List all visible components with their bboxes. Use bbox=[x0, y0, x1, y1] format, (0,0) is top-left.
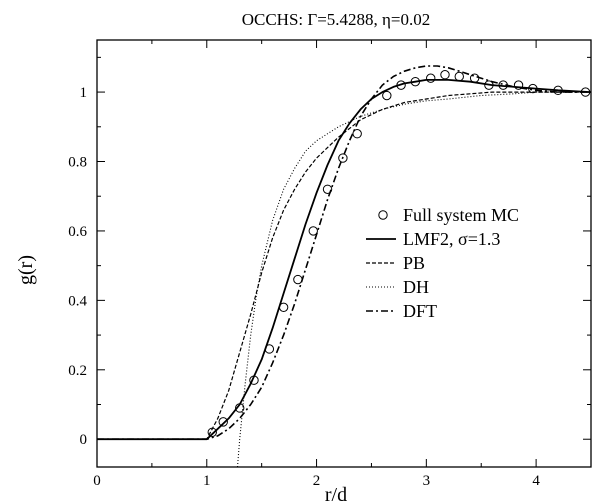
x-axis-label: r/d bbox=[325, 484, 347, 504]
x-tick-label: 3 bbox=[423, 473, 431, 489]
series-line-dotted bbox=[236, 91, 591, 467]
legend-marker-circle bbox=[378, 210, 388, 220]
legend-label: PB bbox=[403, 253, 425, 273]
mc-data-point bbox=[308, 226, 318, 236]
x-tick-label: 4 bbox=[532, 473, 540, 489]
series-line-dashed bbox=[97, 91, 591, 440]
plot-area bbox=[96, 39, 592, 468]
legend-label: DFT bbox=[403, 301, 437, 321]
y-tick-label: 1 bbox=[80, 85, 88, 101]
mc-data-point bbox=[322, 184, 333, 194]
y-tick-label: 0.2 bbox=[68, 363, 87, 379]
legend-label: Full system MC bbox=[403, 205, 519, 225]
x-tick-label: 0 bbox=[93, 473, 101, 489]
x-tick-label: 1 bbox=[203, 473, 211, 489]
y-axis-label: g(r) bbox=[15, 255, 37, 285]
y-tick-label: 0.6 bbox=[68, 224, 87, 240]
mc-data-point bbox=[440, 70, 450, 80]
y-tick-label: 0.4 bbox=[68, 293, 87, 309]
chart-title: OCCHS: Γ=5.4288, η=0.02 bbox=[242, 10, 431, 29]
mc-data-point bbox=[382, 90, 392, 101]
series-mc-points bbox=[207, 70, 591, 437]
mc-data-point bbox=[513, 80, 524, 90]
x-tick-label: 2 bbox=[313, 473, 321, 489]
mc-data-point bbox=[426, 73, 436, 83]
mc-data-point bbox=[352, 129, 362, 139]
plot-frame bbox=[96, 39, 592, 468]
mc-data-point bbox=[293, 274, 303, 285]
y-tick-label: 0 bbox=[80, 432, 88, 448]
series-line-solid bbox=[97, 79, 591, 441]
series-layer bbox=[97, 65, 591, 467]
axis-ticks: 0 1 2 3 4 0 0.2 0.4 0.6 0.8 1 bbox=[68, 40, 591, 489]
legend-label: DH bbox=[403, 277, 429, 297]
mc-data-point bbox=[338, 153, 348, 163]
legend: Full system MC LMF2, σ=1.3 PB DH DFT bbox=[366, 205, 519, 321]
mc-data-point bbox=[454, 71, 464, 82]
series-line-dashdot bbox=[97, 65, 591, 441]
mc-data-point bbox=[218, 417, 228, 427]
legend-label: LMF2, σ=1.3 bbox=[403, 229, 500, 249]
y-tick-label: 0.8 bbox=[68, 155, 87, 171]
